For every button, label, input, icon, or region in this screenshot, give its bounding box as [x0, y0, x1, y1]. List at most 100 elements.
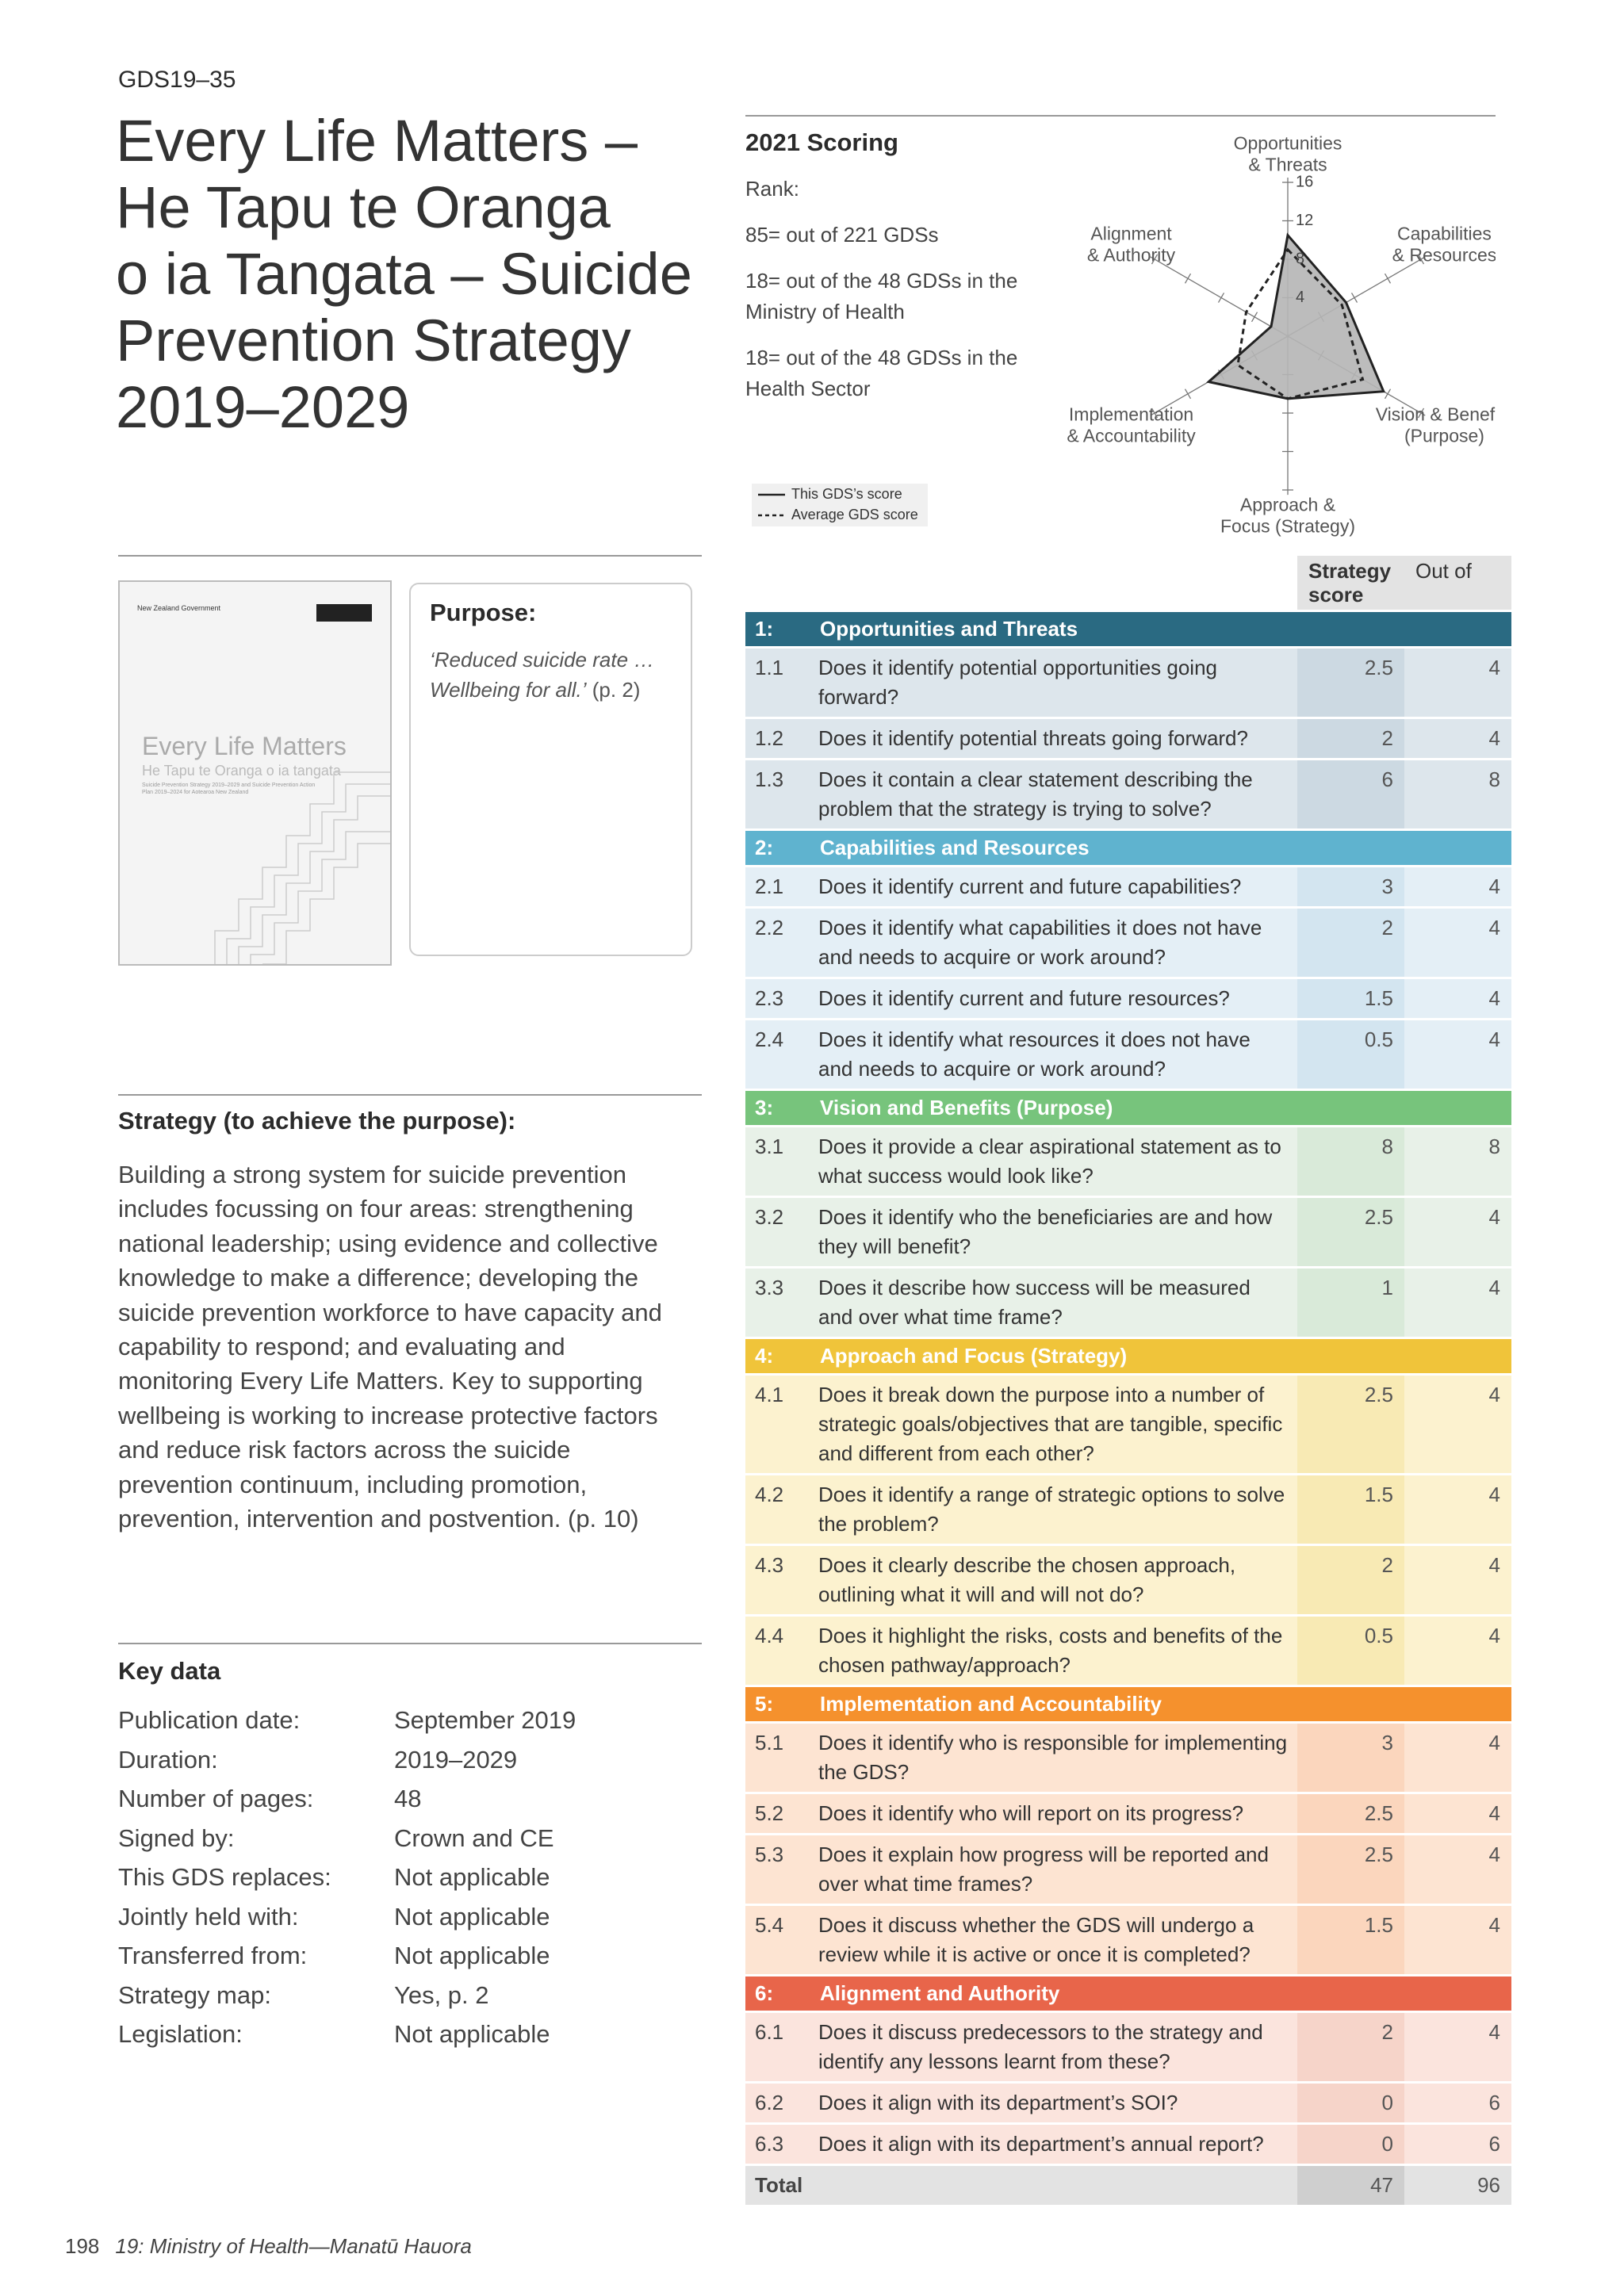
- question-score: 2: [1297, 909, 1404, 977]
- question-number: 4.1: [745, 1376, 810, 1473]
- cover-bg: [120, 582, 390, 964]
- cover-logo: [316, 604, 372, 622]
- section-row: 6: Alignment and Authority: [745, 1976, 1511, 2011]
- question-row: 1.3 Does it contain a clear statement des…: [745, 760, 1511, 828]
- question-text: Does it contain a clear statement descri…: [810, 760, 1297, 828]
- key-data: Publication date: September 2019 Duration:…: [118, 1701, 576, 2054]
- key-data-row: Duration: 2019–2029: [118, 1740, 576, 1780]
- purpose-text: ‘Reduced suicide rate … Wellbeing for al…: [430, 645, 672, 705]
- section-number: 6:: [745, 1976, 810, 2011]
- question-row: 2.2 Does it identify what capabilities it…: [745, 909, 1511, 977]
- question-number: 1.3: [745, 760, 810, 828]
- radar-tick-label: 4: [1296, 289, 1304, 306]
- question-text: Does it identify who will report on its …: [810, 1794, 1297, 1833]
- key-data-label: Transferred from:: [118, 1942, 308, 1969]
- section-number: 3:: [745, 1091, 810, 1125]
- question-out-of: 4: [1404, 1020, 1511, 1089]
- question-out-of: 4: [1404, 2013, 1511, 2081]
- question-number: 4.3: [745, 1546, 810, 1614]
- question-number: 4.4: [745, 1617, 810, 1685]
- radar-tick: [1184, 388, 1192, 400]
- total-label: Total: [745, 2166, 1297, 2205]
- question-score: 3: [1297, 1724, 1404, 1792]
- key-data-label: Publication date:: [118, 1706, 301, 1734]
- question-number: 6.1: [745, 2013, 810, 2081]
- section-number: 5:: [745, 1687, 810, 1721]
- header-out-of: Out of: [1404, 556, 1511, 610]
- cover-small: Suicide Prevention Strategy 2019–2029 an…: [142, 783, 316, 795]
- radar-tick: [1184, 273, 1192, 284]
- question-score: 1.5: [1297, 1475, 1404, 1544]
- page-number: 198: [65, 2234, 100, 2258]
- question-row: 3.1 Does it provide a clear aspirational …: [745, 1127, 1511, 1196]
- question-text: Does it identify potential threats going…: [810, 719, 1297, 758]
- question-row: 6.3 Does it align with its department’s a…: [745, 2125, 1511, 2164]
- radar-axis-label: Approach &: [1240, 495, 1335, 515]
- table-header: Strategy score Out of: [745, 556, 1511, 610]
- question-score: 3: [1297, 867, 1404, 906]
- total-score: 47: [1297, 2166, 1404, 2205]
- question-text: Does it identify what capabilities it do…: [810, 909, 1297, 977]
- key-data-heading: Key data: [118, 1657, 221, 1685]
- question-number: 1.1: [745, 649, 810, 717]
- title-line: o ia Tangata – Suicide: [116, 241, 692, 307]
- section-row: 1: Opportunities and Threats: [745, 612, 1511, 646]
- question-row: 5.2 Does it identify who will report on i…: [745, 1794, 1511, 1833]
- divider: [118, 1094, 702, 1096]
- question-score: 0: [1297, 2084, 1404, 2122]
- question-out-of: 4: [1404, 1475, 1511, 1544]
- divider: [745, 115, 1496, 117]
- radar-axis-label: & Threats: [1248, 155, 1327, 175]
- title-line: Prevention Strategy: [116, 308, 631, 373]
- question-number: 5.1: [745, 1724, 810, 1792]
- key-data-value: Not applicable: [394, 1863, 550, 1891]
- title-line: Every Life Matters –: [116, 108, 638, 174]
- question-number: 2.1: [745, 867, 810, 906]
- question-number: 3.3: [745, 1269, 810, 1337]
- key-data-label: This GDS replaces:: [118, 1863, 331, 1891]
- question-row: 6.1 Does it discuss predecessors to the s…: [745, 2013, 1511, 2081]
- question-text: Does it identify what resources it does …: [810, 1020, 1297, 1089]
- question-score: 0.5: [1297, 1617, 1404, 1685]
- question-text: Does it align with its department’s SOI?: [810, 2084, 1297, 2122]
- title-line: 2019–2029: [116, 374, 410, 440]
- question-out-of: 4: [1404, 1835, 1511, 1904]
- question-row: 4.4 Does it highlight the risks, costs an…: [745, 1617, 1511, 1685]
- key-data-value: Yes, p. 2: [394, 1980, 489, 2009]
- question-out-of: 4: [1404, 1906, 1511, 1974]
- cover-image: New Zealand Government Every Life Matter…: [118, 580, 392, 966]
- rank: 18= out of the 48 GDSs in the Ministry o…: [745, 269, 1018, 323]
- question-out-of: 4: [1404, 649, 1511, 717]
- question-score: 2.5: [1297, 649, 1404, 717]
- question-out-of: 4: [1404, 1794, 1511, 1833]
- question-score: 6: [1297, 760, 1404, 828]
- legend-label: Average GDS score: [791, 507, 918, 522]
- question-row: 5.3 Does it explain how progress will be …: [745, 1835, 1511, 1904]
- key-data-value: 2019–2029: [394, 1745, 518, 1774]
- question-out-of: 6: [1404, 2084, 1511, 2122]
- radar-tick: [1217, 293, 1225, 303]
- title: Every Life Matters – He Tapu te Oranga o i…: [116, 108, 692, 441]
- cover-title: Every Life Matters: [142, 732, 347, 760]
- question-number: 3.1: [745, 1127, 810, 1196]
- question-score: 1.5: [1297, 979, 1404, 1018]
- question-score: 0.5: [1297, 1020, 1404, 1089]
- question-out-of: 8: [1404, 760, 1511, 828]
- radar-axis: [1150, 256, 1289, 337]
- cover-gov: New Zealand Government: [137, 604, 221, 612]
- key-data-value: 48: [394, 1785, 422, 1812]
- radar-tick: [1151, 254, 1159, 265]
- question-text: Does it identify current and future capa…: [810, 867, 1297, 906]
- cover-small-wrap: Suicide Prevention Strategy 2019–2029 an…: [142, 783, 316, 795]
- radar-tick: [1251, 312, 1258, 323]
- key-data-value: Not applicable: [394, 1902, 550, 1931]
- radar-axis-label: Opportunities: [1234, 133, 1342, 154]
- section-row: 2: Capabilities and Resources: [745, 831, 1511, 865]
- rank-label: Rank:: [745, 177, 799, 201]
- section-title: Implementation and Accountability: [810, 1687, 1511, 1721]
- section-title: Vision and Benefits (Purpose): [810, 1091, 1511, 1125]
- question-score: 2: [1297, 2013, 1404, 2081]
- question-text: Does it identify potential opportunities…: [810, 649, 1297, 717]
- key-data-label: Signed by:: [118, 1823, 235, 1852]
- section-row: 4: Approach and Focus (Strategy): [745, 1339, 1511, 1373]
